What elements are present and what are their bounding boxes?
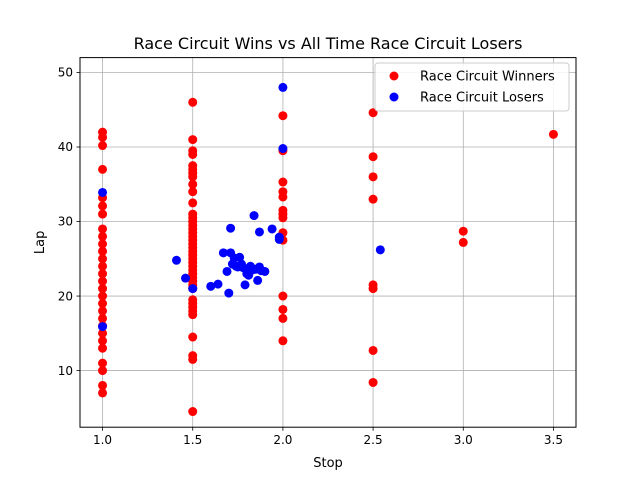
winner-point (98, 380, 108, 390)
loser-point (222, 266, 232, 276)
winner-point (368, 345, 378, 355)
winner-point (98, 201, 108, 211)
loser-point (274, 234, 284, 244)
legend: Race Circuit Winners Race Circuit Losers (374, 62, 570, 112)
loser-point (253, 275, 263, 285)
loser-point (213, 279, 223, 289)
loser-point (226, 223, 236, 233)
winner-point (278, 313, 288, 323)
loser-point (188, 284, 198, 294)
loser-point (278, 82, 288, 92)
x-tick-label: 1.0 (93, 433, 112, 447)
winner-point (278, 111, 288, 121)
data-points (98, 82, 558, 417)
winner-point (368, 194, 378, 204)
winner-point (98, 284, 108, 294)
winner-point (368, 284, 378, 294)
loser-point (98, 322, 108, 332)
winner-point (278, 213, 288, 223)
winner-point (278, 177, 288, 187)
winner-point (98, 336, 108, 346)
loser-point (98, 187, 108, 197)
winner-point (98, 291, 108, 301)
legend-box (374, 62, 570, 112)
winner-point (98, 261, 108, 271)
winner-point (98, 388, 108, 398)
winner-point (98, 276, 108, 286)
winner-point (368, 377, 378, 387)
legend-marker-winners (389, 71, 399, 81)
winner-point (98, 246, 108, 256)
loser-point (171, 255, 181, 265)
loser-point (267, 224, 277, 234)
x-tick-label: 2.0 (273, 433, 292, 447)
winner-point (188, 187, 198, 197)
loser-point (181, 273, 191, 283)
winner-point (98, 141, 108, 151)
loser-point (240, 280, 250, 290)
legend-label-losers: Race Circuit Losers (420, 91, 544, 106)
winner-point (278, 192, 288, 202)
winner-point (188, 149, 198, 159)
winner-point (98, 366, 108, 376)
winner-point (188, 172, 198, 182)
winner-point (98, 254, 108, 264)
winner-point (98, 313, 108, 323)
winner-point (98, 132, 108, 142)
x-axis-label: Stop (313, 456, 343, 471)
winner-point (458, 226, 468, 236)
winner-point (188, 198, 198, 208)
loser-point (375, 245, 385, 255)
x-tick-label: 3.0 (454, 433, 473, 447)
winner-point (98, 269, 108, 279)
winner-point (98, 231, 108, 241)
loser-point (278, 144, 288, 154)
winner-point (98, 343, 108, 353)
chart-title: Race Circuit Wins vs All Time Race Circu… (134, 34, 523, 53)
winner-point (188, 310, 198, 320)
winner-point (98, 224, 108, 234)
winner-point (458, 237, 468, 247)
loser-point (224, 288, 234, 298)
legend-marker-losers (389, 92, 399, 102)
loser-point (254, 227, 264, 237)
x-tick-label: 1.5 (183, 433, 202, 447)
plot-area-frame (79, 57, 577, 428)
y-tick-label: 10 (58, 364, 73, 378)
winner-point (98, 299, 108, 308)
loser-point (206, 281, 216, 291)
winner-point (188, 179, 198, 189)
axis-ticks: 1.0 1.5 2.0 2.5 3.0 3.5 10 20 30 40 50 (58, 66, 563, 447)
winner-point (98, 164, 108, 174)
winner-point (548, 129, 558, 139)
winner-point (278, 336, 288, 346)
winner-point (278, 304, 288, 314)
winner-point (188, 135, 198, 145)
winner-point (188, 332, 198, 342)
loser-point (218, 248, 228, 258)
winner-point (188, 354, 198, 364)
winner-point (98, 328, 108, 338)
loser-point (249, 211, 259, 221)
winner-point (98, 209, 108, 219)
winner-point (188, 97, 198, 107)
y-tick-label: 30 (58, 215, 73, 229)
winner-point (188, 407, 198, 417)
x-tick-label: 3.5 (544, 433, 563, 447)
loser-point (260, 266, 270, 276)
y-axis-label: Lap (33, 231, 48, 254)
winner-point (278, 291, 288, 301)
y-tick-label: 50 (58, 66, 73, 80)
winner-point (98, 239, 108, 249)
y-tick-label: 40 (58, 140, 73, 154)
legend-label-winners: Race Circuit Winners (420, 70, 555, 85)
winner-point (368, 152, 378, 162)
x-tick-label: 2.5 (364, 433, 383, 447)
winner-point (98, 306, 108, 316)
y-tick-label: 20 (58, 289, 73, 303)
winner-point (98, 358, 108, 368)
winner-point (368, 172, 378, 182)
